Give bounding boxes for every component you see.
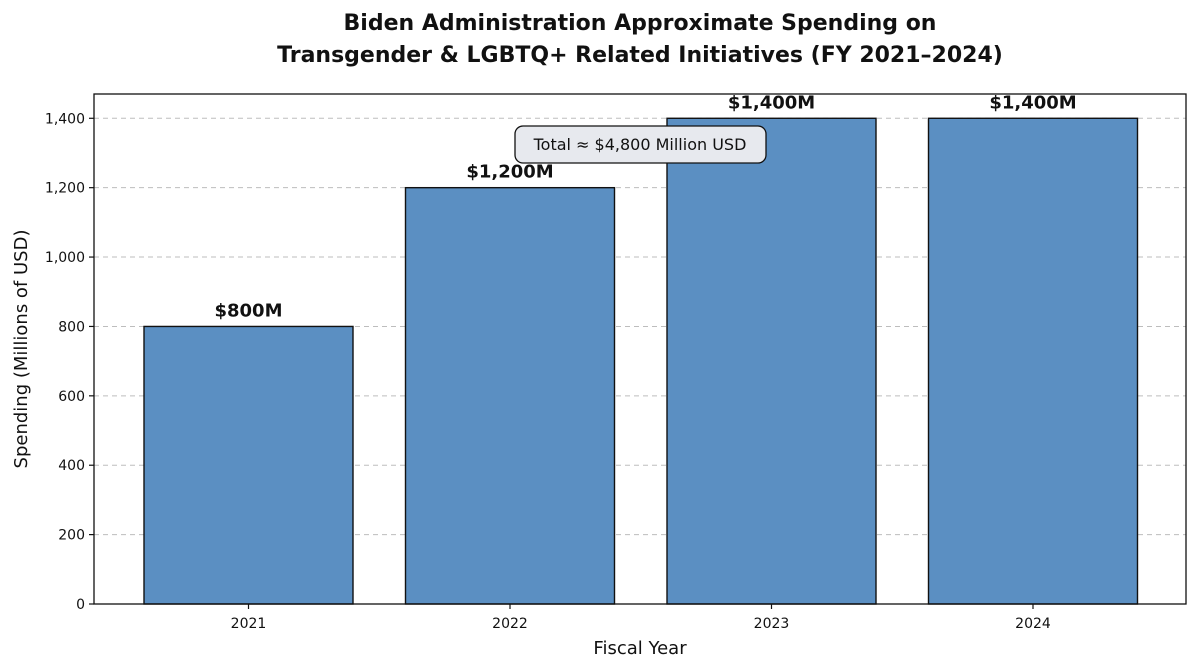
y-tick-label: 0 (76, 597, 85, 613)
bar-2021 (143, 325, 354, 605)
x-tick-label: 2023 (754, 616, 790, 632)
y-tick-label: 1,400 (45, 111, 85, 127)
y-axis-ticks: 0 200 400 600 800 1,000 1,200 1,400 (45, 111, 94, 613)
chart-title-line-1: Biden Administration Approximate Spendin… (344, 11, 937, 36)
annotation-text: Total ≈ $4,800 Million USD (533, 135, 747, 154)
annotation-box (514, 125, 767, 164)
x-axis-ticks: 2021 2022 2023 2024 (231, 604, 1051, 632)
y-tick-label: 200 (58, 528, 85, 544)
x-axis-label: Fiscal Year (593, 638, 687, 659)
chart-title-line-2: Transgender & LGBTQ+ Related Initiatives… (277, 43, 1003, 68)
y-tick-label: 800 (58, 319, 85, 335)
data-label-2024: $1,400M (989, 92, 1076, 113)
x-tick-label: 2024 (1015, 616, 1051, 632)
y-tick-label: 400 (58, 458, 85, 474)
y-axis-label: Spending (Millions of USD) (11, 230, 32, 469)
total-annotation: Total ≈ $4,800 Million USD (514, 125, 767, 164)
data-labels: $800M $1,200M $1,400M $1,400M (214, 92, 1076, 321)
bar-2022 (404, 186, 616, 605)
plot-frame (93, 93, 1187, 605)
bar-2024 (927, 117, 1139, 605)
bars (143, 117, 1139, 605)
y-tick-label: 600 (58, 389, 85, 405)
bar-2023 (666, 117, 877, 605)
x-tick-label: 2022 (492, 616, 528, 632)
data-label-2023: $1,400M (728, 92, 815, 113)
x-tick-label: 2021 (231, 616, 267, 632)
y-tick-label: 1,000 (45, 250, 85, 266)
y-tick-label: 1,200 (45, 181, 85, 197)
data-label-2021: $800M (214, 300, 282, 321)
data-label-2022: $1,200M (466, 162, 553, 183)
